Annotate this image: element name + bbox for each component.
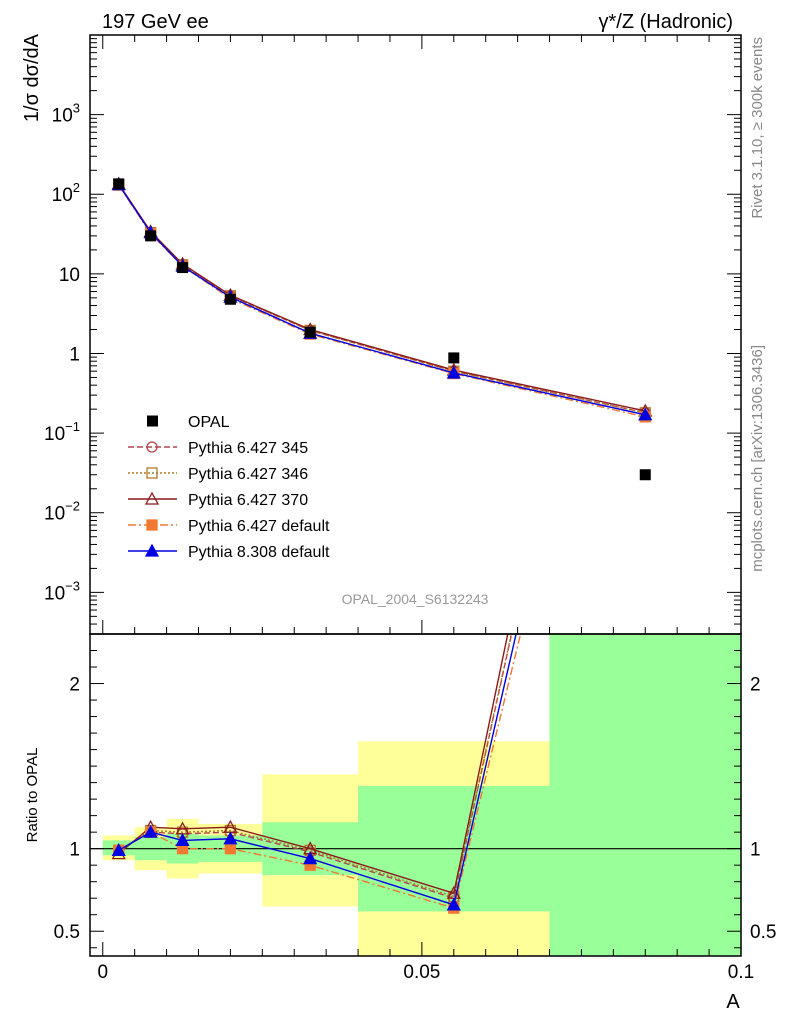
ratio-tick-label-left: 1 bbox=[69, 840, 80, 861]
ratio-tick-label-left: 2 bbox=[69, 675, 80, 696]
data-point bbox=[448, 352, 460, 364]
x-tick-label: 0.05 bbox=[403, 962, 440, 983]
series-marker bbox=[146, 441, 158, 453]
y-axis-label: 1/σ dσ/dA bbox=[21, 33, 43, 122]
series-line bbox=[118, 183, 646, 414]
series-marker bbox=[143, 824, 158, 838]
series-marker bbox=[223, 831, 238, 845]
data-point bbox=[113, 178, 125, 190]
series-line bbox=[118, 184, 646, 418]
legend-label: Pythia 8.308 default bbox=[188, 544, 330, 561]
legend-label: Pythia 6.427 345 bbox=[188, 440, 308, 457]
data-point bbox=[639, 469, 651, 481]
series-marker bbox=[303, 851, 318, 865]
series-marker bbox=[446, 365, 461, 379]
ratio-uncertainty-bands bbox=[102, 634, 741, 956]
legend: OPAL Pythia 6.427 345 Pythia 6.427 346 Pyth… bbox=[128, 414, 330, 561]
rivet-version-label: Rivet 3.1.10, ≥ 300k events bbox=[749, 37, 766, 219]
series-line bbox=[118, 183, 646, 414]
header-right: γ*/Z (Hadronic) bbox=[599, 11, 733, 33]
x-axis-label: A bbox=[726, 991, 740, 1013]
legend-label: Pythia 6.427 370 bbox=[188, 492, 308, 509]
data-point bbox=[177, 262, 189, 274]
x-tick-label: 0 bbox=[97, 962, 108, 983]
series-marker bbox=[224, 843, 237, 855]
y-tick-label: 10−1 bbox=[44, 419, 80, 445]
data-point bbox=[304, 326, 316, 338]
ratio-tick-label-right: 2 bbox=[750, 675, 761, 696]
series-marker bbox=[144, 491, 160, 505]
series-layer bbox=[111, 176, 653, 423]
panel-frames bbox=[89, 34, 742, 957]
ratio-tick-label-right: 0.5 bbox=[750, 922, 776, 943]
y-tick-label: 1 bbox=[69, 344, 80, 365]
header-left: 197 GeV ee bbox=[102, 11, 209, 33]
series-marker bbox=[175, 833, 190, 847]
y-tick-label: 10−2 bbox=[44, 499, 80, 525]
ratio-series-layer bbox=[111, 634, 522, 914]
legend-label: OPAL bbox=[188, 414, 230, 431]
main-panel-axes: 10−3 10−2 10−1 1 10 102 103 bbox=[44, 35, 742, 635]
mcplots-reference-label: mcplots.cern.ch [arXiv:1306.3436] bbox=[749, 345, 766, 572]
ratio-tick-label-left: 0.5 bbox=[54, 922, 80, 943]
series-line bbox=[118, 184, 646, 416]
series-marker bbox=[638, 407, 653, 421]
legend-label: Pythia 6.427 default bbox=[188, 518, 330, 535]
legend-label: Pythia 6.427 346 bbox=[188, 466, 308, 483]
series-marker bbox=[144, 543, 160, 557]
series-marker bbox=[111, 842, 126, 856]
ratio-axis-label: Ratio to OPAL bbox=[24, 748, 41, 843]
series-marker bbox=[146, 467, 158, 479]
legend-marker bbox=[147, 415, 158, 427]
y-tick-label: 102 bbox=[52, 180, 80, 206]
ratio-panel-frame bbox=[89, 633, 742, 957]
series-line bbox=[118, 183, 646, 412]
x-tick-label: 0.1 bbox=[728, 962, 754, 983]
series-marker bbox=[446, 897, 461, 911]
data-point bbox=[224, 293, 236, 305]
y-tick-label: 10−3 bbox=[44, 578, 80, 604]
ratio-panel-axes: 0.5 0.5 1 1 2 2 0 0.05 0.1 bbox=[54, 633, 776, 983]
opal-data-points bbox=[113, 178, 651, 481]
y-tick-label: 10 bbox=[59, 265, 80, 286]
analysis-label: OPAL_2004_S6132243 bbox=[342, 591, 489, 607]
inner-band bbox=[549, 634, 741, 956]
y-tick-label: 103 bbox=[52, 101, 80, 127]
ratio-tick-label-right: 1 bbox=[750, 840, 761, 861]
data-point bbox=[145, 230, 157, 242]
series-marker bbox=[146, 519, 158, 531]
